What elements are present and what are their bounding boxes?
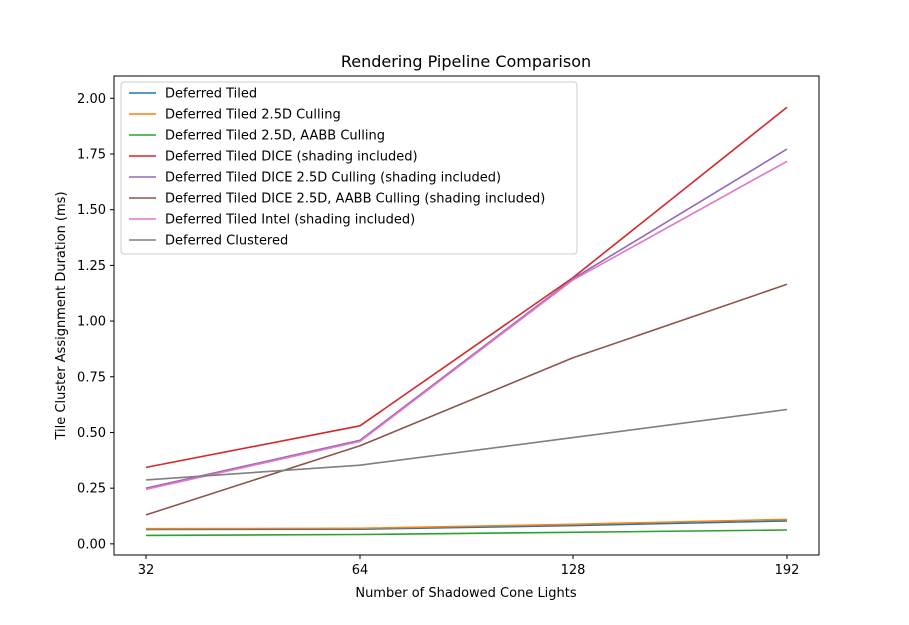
series-line-3 bbox=[145, 529, 788, 537]
legend-label-1: Deferred Tiled bbox=[165, 87, 257, 102]
legend-label-2: Deferred Tiled 2.5D Culling bbox=[165, 108, 341, 123]
y-tick-label-0.50: 0.50 bbox=[77, 426, 106, 441]
y-tick-label-2.00: 2.00 bbox=[77, 92, 106, 107]
x-axis: 32 64 128 192 bbox=[138, 555, 800, 578]
y-tick-label-1.25: 1.25 bbox=[77, 259, 106, 274]
x-tick-label-32: 32 bbox=[138, 563, 155, 578]
series-line-1 bbox=[145, 520, 788, 531]
y-tick-label-1.75: 1.75 bbox=[77, 147, 106, 162]
legend-label-6: Deferred Tiled DICE 2.5D, AABB Culling (… bbox=[165, 192, 545, 207]
series-line-5 bbox=[145, 148, 788, 489]
legend-label-7: Deferred Tiled Intel (shading included) bbox=[165, 213, 415, 228]
y-tick-label-0.75: 0.75 bbox=[77, 370, 106, 385]
legend-label-3: Deferred Tiled 2.5D, AABB Culling bbox=[165, 129, 385, 144]
legend-label-8: Deferred Clustered bbox=[165, 234, 288, 249]
x-axis-label: Number of Shadowed Cone Lights bbox=[355, 586, 577, 601]
y-tick-label-1.50: 1.50 bbox=[77, 203, 106, 218]
y-tick-label-0.25: 0.25 bbox=[77, 482, 106, 497]
series-line-6 bbox=[145, 283, 788, 516]
series-line-4 bbox=[145, 106, 788, 469]
axes-frame bbox=[113, 75, 820, 556]
x-tick-label-128: 128 bbox=[561, 563, 586, 578]
legend-label-5: Deferred Tiled DICE 2.5D Culling (shadin… bbox=[165, 171, 501, 186]
legend-box bbox=[120, 81, 578, 255]
y-tick-label-0.00: 0.00 bbox=[77, 537, 106, 552]
y-tick-label-1.00: 1.00 bbox=[77, 315, 106, 330]
plot-area bbox=[145, 106, 788, 537]
chart-title: Rendering Pipeline Comparison bbox=[341, 52, 591, 71]
series-line-7 bbox=[145, 160, 788, 491]
legend: Deferred Tiled Deferred Tiled 2.5D Cullin… bbox=[120, 81, 578, 255]
x-tick-label-192: 192 bbox=[775, 563, 800, 578]
x-tick-label-64: 64 bbox=[352, 563, 369, 578]
series-line-2 bbox=[145, 518, 788, 530]
y-axis-label: Tile Cluster Assignment Duration (ms) bbox=[54, 191, 69, 440]
series-line-8 bbox=[145, 408, 788, 481]
y-axis: 0.00 0.25 0.50 0.75 1.00 1.25 1.50 1.75 2.00 bbox=[77, 92, 114, 552]
legend-label-4: Deferred Tiled DICE (shading included) bbox=[165, 150, 418, 165]
